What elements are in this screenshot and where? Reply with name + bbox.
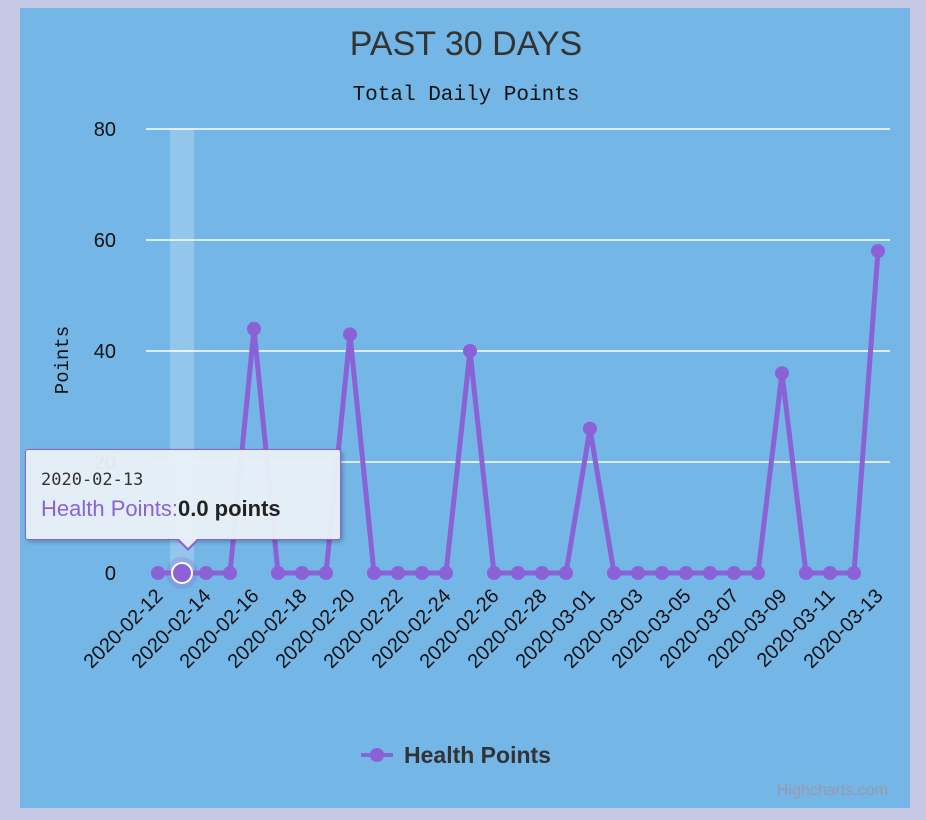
data-point-2020-03-10 <box>799 566 813 580</box>
data-point-2020-02-28 <box>535 566 549 580</box>
data-point-2020-03-01 <box>583 421 597 436</box>
data-point-2020-02-20 <box>343 327 357 342</box>
chart-container: PAST 30 DAYS Total Daily Points Points 0… <box>20 8 910 808</box>
chart-subtitle: Total Daily Points <box>353 84 580 107</box>
data-point-2020-02-18 <box>295 566 309 580</box>
data-point-2020-03-06 <box>703 566 717 580</box>
series-points <box>151 244 885 589</box>
y-tick-label-80: 80 <box>94 119 116 141</box>
data-point-2020-03-11 <box>823 566 837 580</box>
y-tick-label-40: 40 <box>94 341 116 363</box>
x-axis-ticks: 2020-02-122020-02-142020-02-162020-02-18… <box>80 585 888 673</box>
legend-label: Health Points <box>404 742 551 768</box>
data-point-2020-03-13 <box>871 244 885 259</box>
tooltip-value-line: Health Points:0.0 points <box>41 496 281 522</box>
data-point-2020-02-15 <box>223 566 237 580</box>
data-point-2020-03-03 <box>631 566 645 580</box>
y-axis-title: Points <box>52 326 74 394</box>
data-point-2020-02-14 <box>199 566 213 580</box>
data-point-2020-03-05 <box>679 566 693 580</box>
legend-marker-symbol <box>370 748 384 762</box>
legend-item-health-points[interactable]: Health Points <box>361 742 551 768</box>
data-point-2020-02-29 <box>559 566 573 580</box>
data-point-2020-03-12 <box>847 566 861 580</box>
data-point-2020-02-16 <box>247 321 261 336</box>
data-point-2020-02-27 <box>511 566 525 580</box>
data-point-2020-03-04 <box>655 566 669 580</box>
tooltip: 2020-02-13 Health Points:0.0 points <box>25 449 341 551</box>
data-point-2020-02-24 <box>439 566 453 580</box>
line-chart: PAST 30 DAYS Total Daily Points Points 0… <box>52 25 890 768</box>
tooltip-series-label: Health Points: <box>41 496 178 521</box>
data-point-2020-02-25 <box>463 344 477 358</box>
data-point-2020-02-19 <box>319 566 333 580</box>
data-point-2020-02-23 <box>415 566 429 580</box>
data-point-2020-02-12 <box>151 566 165 580</box>
data-point-2020-03-07 <box>727 566 741 580</box>
tooltip-date: 2020-02-13 <box>41 470 144 490</box>
chart-title: PAST 30 DAYS <box>350 25 582 63</box>
data-point-2020-02-22 <box>391 566 405 580</box>
credits-link[interactable]: Highcharts.com <box>776 782 888 799</box>
data-point-2020-02-17 <box>271 566 285 580</box>
data-point-2020-02-21 <box>367 566 381 580</box>
data-point-2020-03-02 <box>607 566 621 580</box>
data-point-2020-02-26 <box>487 566 501 580</box>
data-point-2020-03-08 <box>751 566 765 580</box>
tooltip-value: 0.0 points <box>177 496 281 521</box>
data-point-2020-02-13 <box>171 562 193 584</box>
tooltip-caret <box>176 538 200 551</box>
y-tick-label-60: 60 <box>94 230 116 252</box>
data-point-2020-03-09 <box>775 366 789 381</box>
y-tick-label-0: 0 <box>105 563 116 585</box>
